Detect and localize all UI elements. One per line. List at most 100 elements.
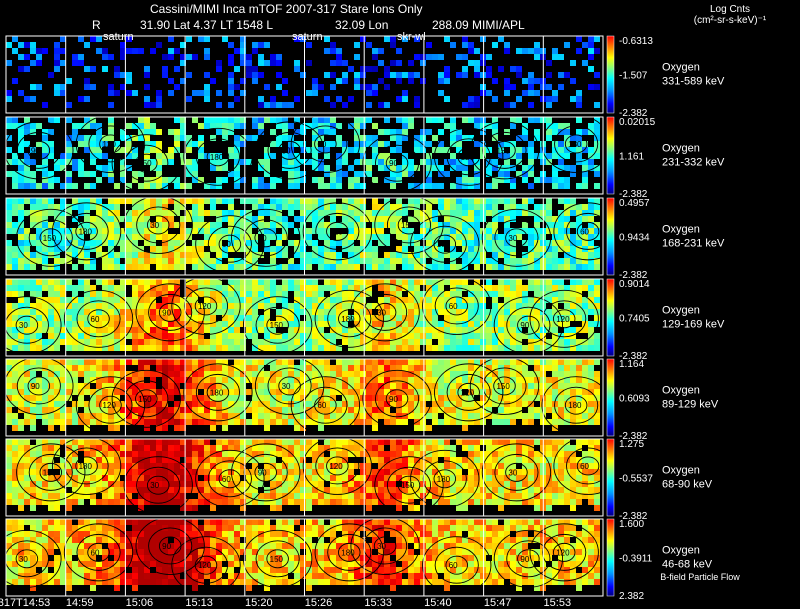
heatmap-cell [348, 339, 354, 345]
heatmap-cell [324, 345, 330, 351]
heatmap-cell [84, 147, 90, 153]
contour-line [255, 306, 300, 344]
heatmap-cell [186, 291, 192, 297]
heatmap-cell [354, 72, 360, 78]
heatmap-cell [180, 297, 186, 303]
heatmap-cell [342, 240, 348, 246]
heatmap-cell [516, 159, 522, 165]
heatmap-cell [96, 463, 102, 469]
heatmap-cell [234, 147, 240, 153]
heatmap-cell [240, 457, 246, 463]
heatmap-cell [114, 445, 120, 451]
heatmap-cell [102, 389, 108, 395]
heatmap-cell [18, 463, 24, 469]
heatmap-cell [504, 413, 510, 419]
heatmap-cell [12, 285, 18, 291]
heatmap-cell [18, 481, 24, 487]
heatmap-cell [180, 345, 186, 351]
heatmap-cell [30, 463, 36, 469]
heatmap-cell [372, 84, 378, 90]
heatmap-cell [588, 159, 594, 165]
heatmap-cell [6, 451, 12, 457]
heatmap-cell [228, 463, 234, 469]
heatmap-cell [138, 395, 144, 401]
heatmap-cell [264, 383, 270, 389]
heatmap-cell [138, 135, 144, 141]
heatmap-cell [42, 493, 48, 499]
heatmap-cell [168, 279, 174, 285]
heatmap-cell [246, 389, 252, 395]
heatmap-cell [570, 371, 576, 377]
heatmap-cell [12, 117, 18, 123]
heatmap-cell [546, 359, 552, 365]
heatmap-cell [456, 383, 462, 389]
heatmap-cell [156, 222, 162, 228]
heatmap-cell [42, 463, 48, 469]
heatmap-cell [228, 90, 234, 96]
heatmap-cell [564, 315, 570, 321]
heatmap-cell [210, 481, 216, 487]
heatmap-cell [168, 493, 174, 499]
heatmap-cell [48, 419, 54, 425]
heatmap-cell [72, 463, 78, 469]
contour-line [469, 121, 540, 180]
colorbar-max-label: 0.9014 [619, 279, 650, 290]
heatmap-cell [72, 147, 78, 153]
heatmap-cell [48, 457, 54, 463]
heatmap-cell [102, 48, 108, 54]
contour-label: 150 [401, 221, 415, 230]
heatmap-cell [42, 499, 48, 505]
heatmap-cell [312, 407, 318, 413]
heatmap-cell [420, 141, 426, 147]
heatmap-cell [342, 285, 348, 291]
heatmap-cell [294, 425, 300, 431]
heatmap-cell [474, 183, 480, 189]
heatmap-cell [84, 264, 90, 270]
heatmap-cell [198, 303, 204, 309]
heatmap-cell [198, 258, 204, 264]
heatmap-cell [330, 84, 336, 90]
heatmap-cell [504, 419, 510, 425]
heatmap-cell [168, 297, 174, 303]
heatmap-cell [474, 72, 480, 78]
heatmap-cell [378, 240, 384, 246]
heatmap-cell [528, 419, 534, 425]
heatmap-cell [210, 475, 216, 481]
heatmap-cell [552, 183, 558, 189]
heatmap-cell [42, 345, 48, 351]
heatmap-cell [42, 102, 48, 108]
heatmap-cell [60, 90, 66, 96]
heatmap-cell [252, 413, 258, 419]
heatmap-cell [228, 279, 234, 285]
heatmap-cell [90, 321, 96, 327]
heatmap-cell [186, 198, 192, 204]
heatmap-cell [342, 279, 348, 285]
heatmap-cell [324, 359, 330, 365]
heatmap-cell [468, 327, 474, 333]
heatmap-cell [354, 258, 360, 264]
heatmap-cell [264, 297, 270, 303]
heatmap-cell [54, 445, 60, 451]
heatmap-cell [444, 297, 450, 303]
heatmap-cell [120, 487, 126, 493]
heatmap-cell [126, 36, 132, 42]
heatmap-cell [264, 377, 270, 383]
heatmap-cell [342, 147, 348, 153]
heatmap-cell [138, 279, 144, 285]
heatmap-cell [504, 359, 510, 365]
heatmap-cell [336, 252, 342, 258]
heatmap-cells [6, 117, 600, 189]
heatmap-cell [324, 339, 330, 345]
heatmap-cell [462, 117, 468, 123]
heatmap-cell [42, 171, 48, 177]
heatmap-cell [108, 395, 114, 401]
heatmap-cell [174, 204, 180, 210]
heatmap-cell [336, 345, 342, 351]
heatmap-cell [210, 228, 216, 234]
heatmap-cell [24, 395, 30, 401]
heatmap-cell [72, 129, 78, 135]
heatmap-cell [378, 285, 384, 291]
contour-line [350, 283, 420, 342]
heatmap-cell [96, 141, 102, 147]
heatmap-cell [288, 383, 294, 389]
